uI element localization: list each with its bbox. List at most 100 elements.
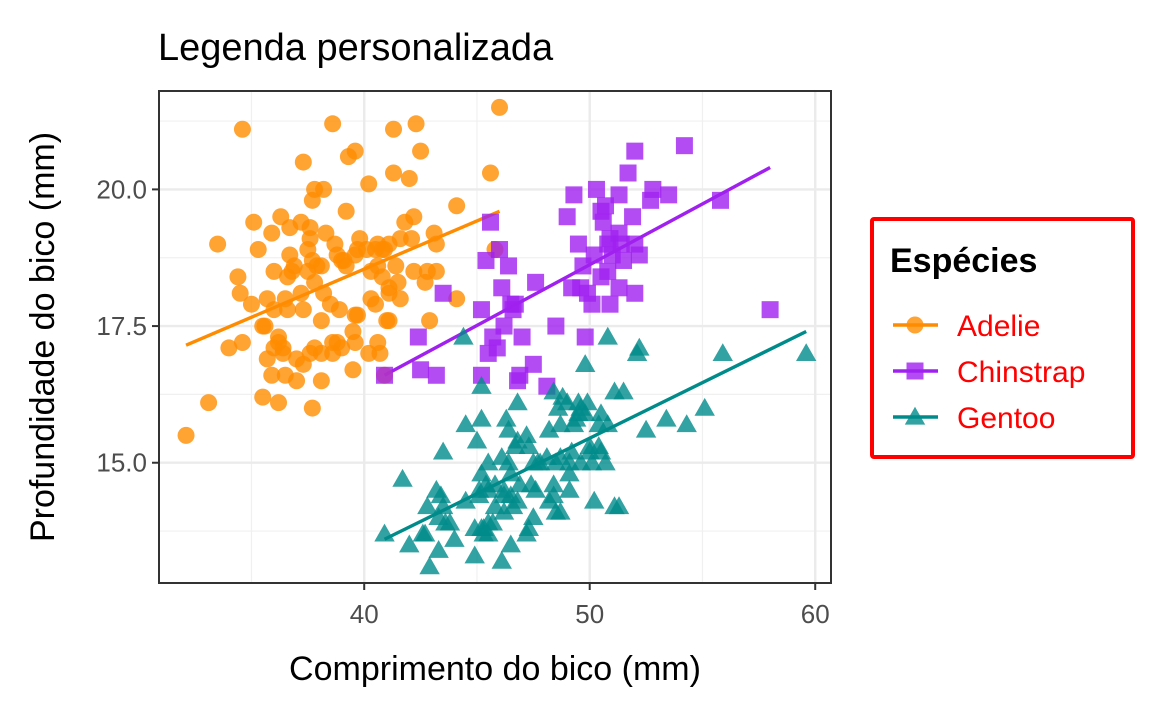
data-point <box>432 441 454 460</box>
data-point <box>464 545 485 564</box>
data-point <box>263 224 281 242</box>
data-point <box>285 257 303 275</box>
data-point <box>448 197 466 215</box>
data-point <box>612 235 630 253</box>
data-point <box>303 399 321 417</box>
data-point <box>587 180 605 198</box>
data-point <box>547 317 565 335</box>
data-point <box>507 392 528 411</box>
data-point <box>400 169 418 187</box>
data-point <box>292 284 310 302</box>
data-point <box>209 235 227 253</box>
data-point <box>231 284 249 302</box>
data-point <box>511 366 529 384</box>
data-point <box>613 381 634 400</box>
data-point <box>242 295 260 313</box>
x-axis-title: Comprimento do bico (mm) <box>289 650 701 688</box>
data-point <box>626 284 644 302</box>
data-point <box>177 426 195 444</box>
data-point <box>371 344 389 362</box>
data-point <box>601 295 619 313</box>
data-point <box>495 317 513 335</box>
data-point <box>405 262 423 280</box>
data-point <box>675 137 693 155</box>
data-point <box>412 142 430 160</box>
data-point <box>610 186 628 204</box>
legend-items: Adelie Chinstrap Gentoo <box>893 310 1085 435</box>
legend-label: Chinstrap <box>957 356 1085 389</box>
trend-line-gentoo <box>383 330 807 541</box>
data-point <box>387 257 405 275</box>
data-point <box>294 301 312 319</box>
data-point <box>245 213 263 231</box>
data-point <box>472 301 490 319</box>
data-point <box>595 452 616 471</box>
legend-key-marker <box>906 316 924 334</box>
legend-item-gentoo: Gentoo <box>893 402 1055 435</box>
trend-line-adelie <box>185 209 501 347</box>
data-point <box>409 328 427 346</box>
data-point <box>344 361 362 379</box>
data-point <box>337 202 355 220</box>
data-point <box>482 512 503 531</box>
data-point <box>538 419 560 438</box>
data-point <box>466 430 488 449</box>
y-tick-label: 20.0 <box>96 174 147 204</box>
data-point <box>516 425 537 444</box>
data-point <box>288 372 306 390</box>
data-point <box>507 430 528 449</box>
data-point <box>577 392 598 411</box>
data-point <box>525 479 546 498</box>
data-point <box>507 490 528 509</box>
legend-label: Gentoo <box>957 402 1055 435</box>
data-point <box>795 343 817 362</box>
data-point <box>229 268 247 286</box>
x-tick-label: 60 <box>801 599 830 629</box>
data-point <box>472 366 490 384</box>
data-point <box>523 507 544 526</box>
data-point <box>491 550 512 569</box>
series-gentoo <box>374 326 817 575</box>
legend-key-marker <box>906 362 924 380</box>
data-point <box>561 441 582 460</box>
plot-border <box>158 90 832 584</box>
x-axis-ticks: 40 50 60 <box>350 583 830 629</box>
data-point <box>414 523 436 542</box>
data-point <box>524 355 542 373</box>
data-point <box>491 241 509 259</box>
data-point <box>417 496 438 515</box>
y-axis-title: Profundidade do bico (mm) <box>24 132 62 542</box>
data-point <box>619 164 637 182</box>
data-point <box>615 251 633 269</box>
data-point <box>312 372 330 390</box>
data-point <box>597 414 618 433</box>
data-point <box>439 512 461 531</box>
data-point <box>481 213 499 231</box>
data-point <box>676 414 697 433</box>
data-point <box>471 408 492 427</box>
legend: Espécies Adelie Chinstrap Gentoo <box>870 217 1135 459</box>
data-point <box>432 496 454 515</box>
data-point <box>581 452 603 471</box>
data-point <box>712 191 730 209</box>
data-point <box>399 534 420 553</box>
data-point <box>583 295 601 313</box>
data-point <box>333 339 351 357</box>
data-point <box>644 180 662 198</box>
data-point <box>550 414 571 433</box>
data-point <box>419 556 440 575</box>
data-point <box>478 452 499 471</box>
data-point <box>380 312 398 330</box>
data-point <box>249 241 267 259</box>
data-point <box>500 257 518 275</box>
data-point <box>301 219 319 237</box>
data-point <box>270 394 288 412</box>
data-point <box>428 540 449 558</box>
legend-title: Espécies <box>890 242 1037 280</box>
data-point <box>550 501 571 520</box>
data-point <box>498 452 519 471</box>
data-point <box>624 208 642 226</box>
data-point <box>584 490 605 509</box>
data-point <box>565 186 583 204</box>
